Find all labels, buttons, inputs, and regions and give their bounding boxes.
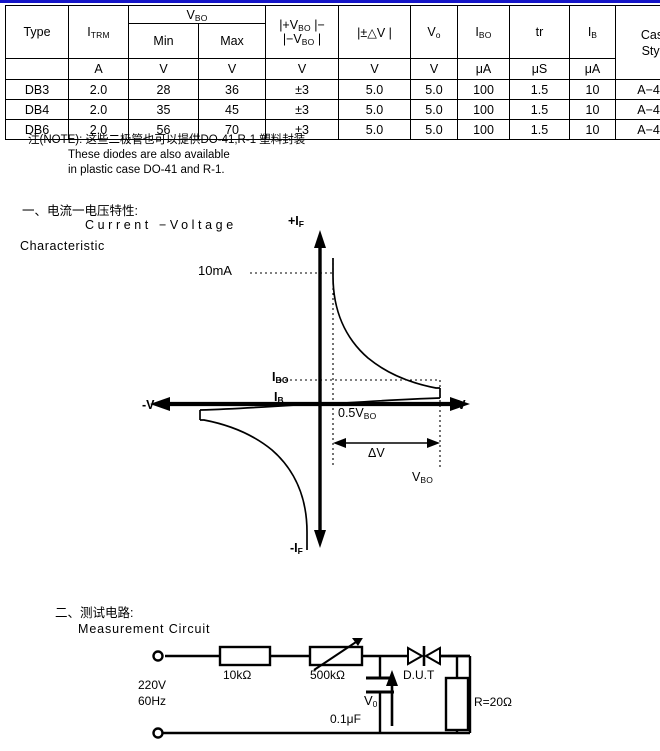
axis-label-positive-if: +IF [288, 214, 304, 228]
cell-ib: 10 [570, 120, 616, 140]
source-voltage-label: 220V [138, 678, 166, 692]
terminal-top [154, 652, 163, 661]
resistor-10k-symbol [220, 647, 270, 665]
top-accent-bar [0, 0, 660, 3]
table-row: DB3 2.0 28 36 ±3 5.0 5.0 100 1.5 10 A−40… [6, 80, 660, 100]
cell-itrm: 2.0 [69, 80, 129, 100]
table-row: DB4 2.0 35 45 ±3 5.0 5.0 100 1.5 10 A−40… [6, 100, 660, 120]
unit-vo: V [411, 59, 458, 80]
label-vbo: VBO [412, 470, 433, 484]
axis-label-positive-v: +V [450, 398, 466, 412]
units-row: A V V V V V μA μS μA [6, 59, 660, 80]
header-vbo-difference: |+VBO |− |−VBO | [266, 6, 339, 59]
cell-ibo: 100 [458, 100, 510, 120]
capacitor-label: 0.1μF [330, 712, 361, 726]
label-10ma: 10mA [198, 263, 232, 278]
unit-itrm: A [69, 59, 129, 80]
label-delta-v: ΔV [368, 446, 385, 460]
cell-tr: 1.5 [510, 120, 570, 140]
current-axis [314, 230, 326, 548]
section-1-heading-cn: 一、电流一电压特性: [22, 200, 138, 219]
cell-vbo-max: 45 [199, 100, 266, 120]
delta-v-dimension [333, 438, 440, 448]
resistor-10k-label: 10kΩ [223, 668, 251, 682]
cell-delta-v: 5.0 [339, 80, 411, 100]
cell-vbo-diff: ±3 [266, 100, 339, 120]
header-delta-v: |±△V | [339, 6, 411, 59]
specifications-table: Type ITRM VBO |+VBO |− |−VBO | |±△V | Vo… [5, 5, 660, 140]
note-line-2: These diodes are also available [28, 148, 305, 163]
terminal-bottom [154, 729, 163, 738]
cell-delta-v: 5.0 [339, 120, 411, 140]
axis-label-negative-if: -IF [290, 541, 303, 555]
note-line-1: 注(NOTE): 这些二极管也可以提供DO-41,R-1 塑料封装 [28, 133, 305, 148]
vo-label: V0 [364, 693, 378, 708]
section-1-heading-en-line2: Characteristic [20, 239, 105, 253]
label-half-vbo: 0.5VBO [338, 406, 376, 420]
cell-vbo-min: 28 [129, 80, 199, 100]
section-2-heading-en: Measurement Circuit [78, 622, 210, 636]
cell-vo: 5.0 [411, 80, 458, 100]
header-itrm: ITRM [69, 6, 129, 59]
cell-case: A−405 [616, 80, 660, 100]
cell-delta-v: 5.0 [339, 100, 411, 120]
cell-tr: 1.5 [510, 100, 570, 120]
cell-vbo-diff: ±3 [266, 80, 339, 100]
header-vo: Vo [411, 6, 458, 59]
load-resistor-label: R=20Ω [474, 695, 512, 709]
axis-label-negative-v: -V [142, 398, 155, 412]
unit-type [6, 59, 69, 80]
cell-vbo-min: 35 [129, 100, 199, 120]
cell-ib: 10 [570, 100, 616, 120]
header-ib: IB [570, 6, 616, 59]
note-block: 注(NOTE): 这些二极管也可以提供DO-41,R-1 塑料封装 These … [28, 133, 305, 178]
label-ibo: IBO [272, 370, 289, 384]
positive-quadrant-curve [323, 258, 440, 404]
unit-ib: μA [570, 59, 616, 80]
cell-case: A−405 [616, 100, 660, 120]
cell-vo: 5.0 [411, 100, 458, 120]
construction-guides [250, 258, 440, 468]
header-vbo-group: VBO [129, 6, 266, 24]
unit-vbo-max: V [199, 59, 266, 80]
header-vbo-max: Max [199, 24, 266, 59]
cell-itrm: 2.0 [69, 100, 129, 120]
header-case-style: Case Style [616, 6, 660, 80]
cell-ib: 10 [570, 80, 616, 100]
cell-tr: 1.5 [510, 80, 570, 100]
cell-type: DB4 [6, 100, 69, 120]
cell-ibo: 100 [458, 80, 510, 100]
cell-vbo-max: 36 [199, 80, 266, 100]
section-2-heading-cn: 二、测试电路: [55, 602, 133, 621]
cell-vo: 5.0 [411, 120, 458, 140]
cell-type: DB3 [6, 80, 69, 100]
unit-ibo: μA [458, 59, 510, 80]
unit-vbo-min: V [129, 59, 199, 80]
cell-ibo: 100 [458, 120, 510, 140]
dut-label: D.U.T [403, 668, 434, 682]
measurement-circuit-diagram: 220V 60Hz 10kΩ 500kΩ 0.1μF D.U.T V0 R=20… [130, 638, 600, 746]
header-vbo-min: Min [129, 24, 199, 59]
header-tr: tr [510, 6, 570, 59]
unit-tr: μS [510, 59, 570, 80]
diac-dut-symbol [408, 646, 448, 666]
iv-characteristic-graph: +IF -IF +V -V 10mA IBO IB 0.5VBO ΔV VBO [140, 218, 500, 558]
circuit-svg [130, 638, 600, 746]
resistor-500k-label: 500kΩ [310, 668, 345, 682]
unit-delta-v: V [339, 59, 411, 80]
header-type: Type [6, 6, 69, 59]
header-ibo: IBO [458, 6, 510, 59]
load-resistor-symbol [446, 678, 468, 730]
note-line-3: in plastic case DO-41 and R-1. [28, 163, 305, 178]
unit-vbo-diff: V [266, 59, 339, 80]
source-frequency-label: 60Hz [138, 694, 166, 708]
cell-case: A−405 [616, 120, 660, 140]
label-ib: IB [274, 390, 284, 404]
iv-graph-svg [140, 218, 500, 558]
negative-quadrant-curve [200, 404, 317, 550]
